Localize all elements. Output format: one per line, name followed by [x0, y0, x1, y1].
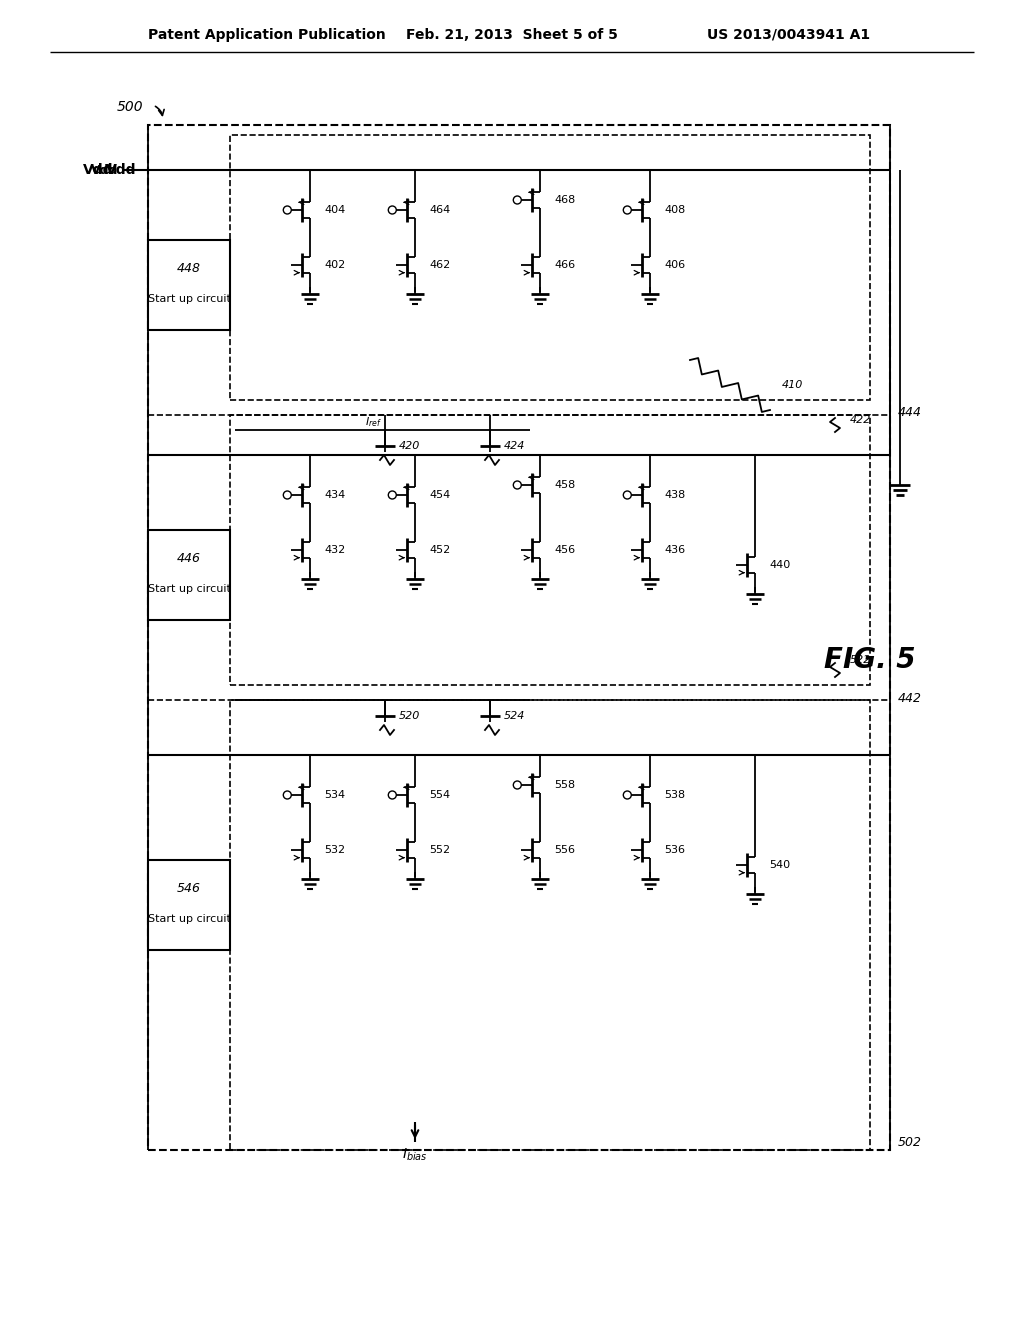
Text: 534: 534 [324, 789, 345, 800]
Text: 458: 458 [554, 480, 575, 490]
Text: Vdd: Vdd [91, 164, 118, 177]
Text: Vdd: Vdd [83, 162, 113, 177]
Text: 440: 440 [769, 560, 791, 570]
Text: 444: 444 [898, 407, 922, 420]
Text: 442: 442 [898, 692, 922, 705]
Text: 556: 556 [554, 845, 575, 855]
Text: 540: 540 [769, 861, 791, 870]
Text: 422: 422 [850, 414, 871, 425]
Text: FIG. 5: FIG. 5 [824, 645, 915, 675]
Text: 500: 500 [117, 100, 143, 114]
Text: 552: 552 [429, 845, 451, 855]
Text: Patent Application Publication: Patent Application Publication [148, 28, 386, 42]
Text: 456: 456 [554, 545, 575, 554]
Text: 524: 524 [504, 711, 525, 721]
Bar [148, 125, 890, 1150]
Bar [230, 414, 870, 685]
Text: 502: 502 [898, 1135, 922, 1148]
Text: 558: 558 [554, 780, 575, 789]
Text: 448: 448 [177, 263, 201, 276]
Text: 420: 420 [399, 441, 421, 451]
Bar [230, 135, 870, 400]
Text: I$_{ref}$: I$_{ref}$ [365, 414, 382, 429]
Text: Start up circuit: Start up circuit [147, 293, 230, 304]
Text: 554: 554 [429, 789, 451, 800]
Text: 452: 452 [429, 545, 451, 554]
Text: 468: 468 [554, 195, 575, 205]
Text: 536: 536 [664, 845, 685, 855]
Text: 434: 434 [324, 490, 345, 500]
Text: 546: 546 [177, 882, 201, 895]
Text: 424: 424 [504, 441, 525, 451]
Text: 532: 532 [324, 845, 345, 855]
Text: $I_{bias}$: $I_{bias}$ [402, 1147, 428, 1163]
Bar [148, 531, 230, 620]
Text: Feb. 21, 2013  Sheet 5 of 5: Feb. 21, 2013 Sheet 5 of 5 [407, 28, 617, 42]
Text: 404: 404 [324, 205, 345, 215]
Text: 522: 522 [850, 655, 871, 665]
Text: 438: 438 [664, 490, 685, 500]
Text: 538: 538 [664, 789, 685, 800]
Text: 466: 466 [554, 260, 575, 271]
Text: Start up circuit: Start up circuit [147, 583, 230, 594]
Text: 406: 406 [664, 260, 685, 271]
Bar [230, 700, 870, 1150]
Text: Vdd: Vdd [105, 162, 136, 177]
Bar [148, 240, 230, 330]
Text: 408: 408 [664, 205, 685, 215]
Text: 432: 432 [324, 545, 345, 554]
Text: 436: 436 [664, 545, 685, 554]
Text: 520: 520 [399, 711, 421, 721]
Text: Start up circuit: Start up circuit [147, 913, 230, 924]
Text: 402: 402 [324, 260, 345, 271]
Text: 464: 464 [429, 205, 451, 215]
Text: 454: 454 [429, 490, 451, 500]
Bar [148, 861, 230, 950]
Text: US 2013/0043941 A1: US 2013/0043941 A1 [707, 28, 870, 42]
Text: 446: 446 [177, 552, 201, 565]
Text: 410: 410 [782, 380, 804, 389]
Text: 462: 462 [429, 260, 451, 271]
